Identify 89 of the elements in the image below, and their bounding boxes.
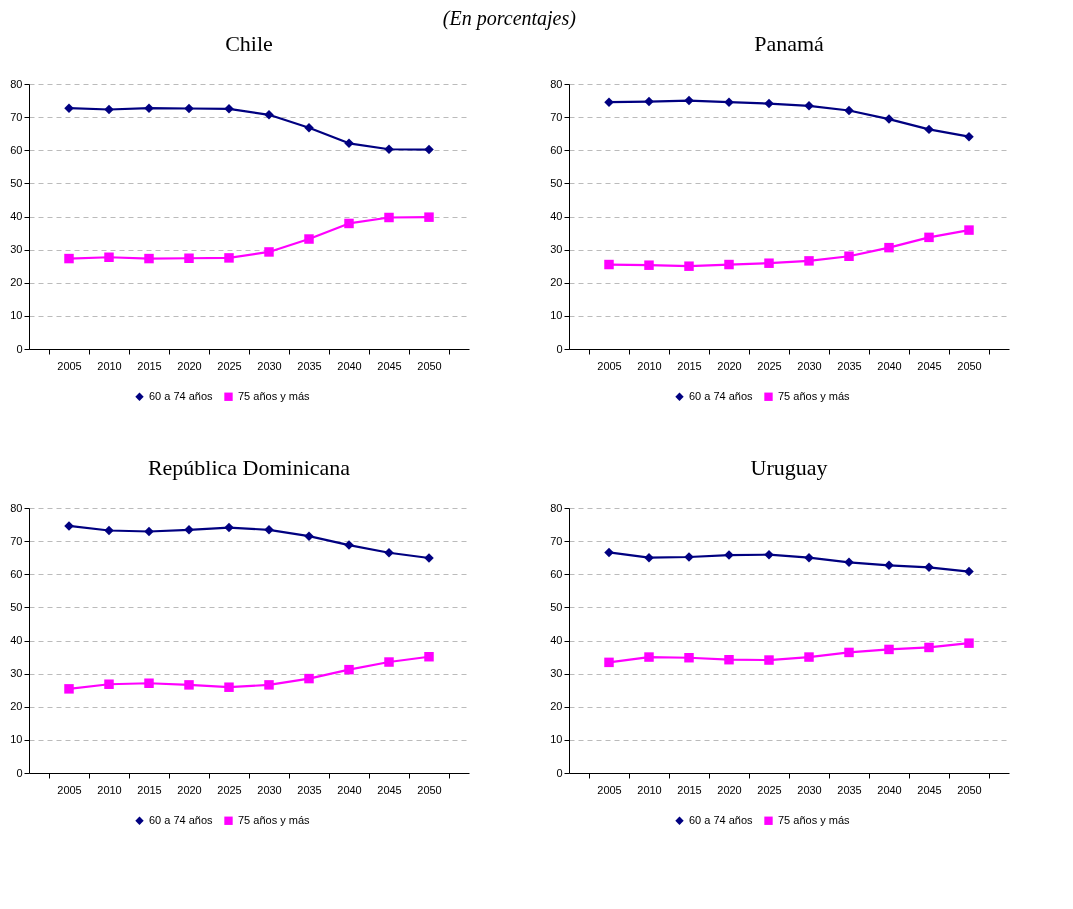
y-tick-label: 10 [550,309,563,322]
y-tick-label: 0 [556,766,563,779]
x-tick-label: 2050 [957,783,982,796]
y-tick-label: 10 [550,733,563,746]
x-tick-label: 2005 [597,783,622,796]
x-tick-label: 2040 [337,359,362,372]
x-tick-label: 2010 [637,359,662,372]
y-tick-label: 30 [10,243,23,256]
y-tick-label: 20 [10,700,23,713]
legend-label: 60 a 74 años [149,389,214,402]
chart-title: Uruguay [750,455,828,480]
x-tick-label: 2030 [257,783,282,796]
legend-label: 60 a 74 años [689,813,754,826]
chart-title: Chile [225,31,273,56]
y-tick-label: 30 [550,243,563,256]
x-tick-label: 2030 [797,783,822,796]
y-tick-label: 40 [550,210,563,222]
y-tick-label: 40 [10,210,23,222]
y-tick-label: 30 [10,667,23,680]
legend-label: 75 años y más [778,813,851,826]
x-tick-label: 2015 [137,359,162,372]
x-tick-label: 2025 [217,359,242,372]
y-tick-label: 60 [10,567,23,580]
y-tick-label: 50 [550,600,563,613]
y-tick-label: 60 [10,143,23,156]
x-tick-label: 2020 [717,783,742,796]
y-tick-label: 0 [556,342,563,355]
x-tick-label: 2020 [177,783,202,796]
y-tick-label: 0 [16,766,23,779]
x-tick-label: 2045 [377,359,402,372]
x-tick-label: 2035 [837,783,862,796]
x-tick-label: 2010 [97,359,122,372]
x-tick-label: 2045 [917,783,942,796]
y-tick-label: 80 [10,77,23,90]
x-tick-label: 2035 [837,359,862,372]
x-tick-label: 2015 [677,783,702,796]
x-tick-label: 2015 [677,359,702,372]
y-tick-label: 70 [550,534,563,547]
x-tick-label: 2005 [57,783,82,796]
x-tick-label: 2005 [597,359,622,372]
x-tick-label: 2050 [417,359,442,372]
x-tick-label: 2050 [417,783,442,796]
x-tick-label: 2020 [717,359,742,372]
x-tick-label: 2040 [337,783,362,796]
legend-label: 75 años y más [238,813,311,826]
y-tick-label: 50 [10,600,23,613]
legend-label: 75 años y más [778,389,851,402]
y-tick-label: 20 [550,700,563,713]
x-tick-label: 2025 [217,783,242,796]
chart-title: República Dominicana [147,455,351,480]
chart-subtitle: (En porcentajes) [442,7,577,30]
y-tick-label: 70 [10,534,23,547]
x-tick-label: 2010 [97,783,122,796]
chart-title: Panamá [754,31,825,56]
x-tick-label: 2025 [757,359,782,372]
y-tick-label: 70 [550,110,563,123]
y-tick-label: 50 [550,176,563,189]
y-tick-label: 40 [10,634,23,646]
y-tick-label: 60 [550,143,563,156]
legend-label: 60 a 74 años [149,813,214,826]
x-tick-label: 2025 [757,783,782,796]
x-tick-label: 2045 [377,783,402,796]
y-tick-label: 20 [550,276,563,289]
y-tick-label: 0 [16,342,23,355]
x-tick-label: 2045 [917,359,942,372]
x-tick-label: 2035 [297,783,322,796]
y-tick-label: 20 [10,276,23,289]
y-tick-label: 60 [550,567,563,580]
x-tick-label: 2015 [137,783,162,796]
legend-label: 60 a 74 años [689,389,754,402]
y-tick-label: 80 [10,501,23,514]
y-tick-label: 50 [10,176,23,189]
y-tick-label: 10 [10,309,23,322]
legend-label: 75 años y más [238,389,311,402]
x-tick-label: 2050 [957,359,982,372]
x-tick-label: 2035 [297,359,322,372]
y-tick-label: 10 [10,733,23,746]
x-tick-label: 2030 [257,359,282,372]
x-tick-label: 2010 [637,783,662,796]
x-tick-label: 2005 [57,359,82,372]
x-tick-label: 2020 [177,359,202,372]
y-tick-label: 80 [550,501,563,514]
y-tick-label: 40 [550,634,563,646]
y-tick-label: 70 [10,110,23,123]
y-tick-label: 30 [550,667,563,680]
y-tick-label: 80 [550,77,563,90]
x-tick-label: 2030 [797,359,822,372]
x-tick-label: 2040 [877,359,902,372]
x-tick-label: 2040 [877,783,902,796]
